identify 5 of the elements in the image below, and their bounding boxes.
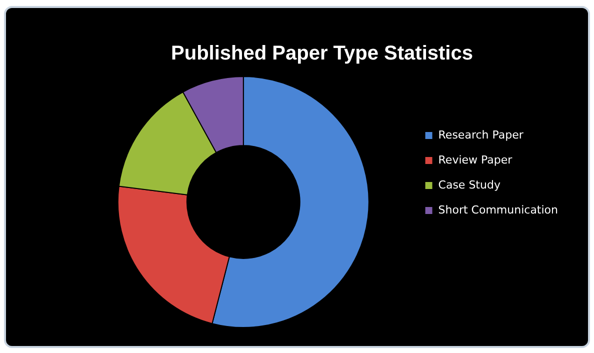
legend-label: Short Communication: [438, 203, 558, 216]
chart-title: Published Paper Type Statistics: [171, 42, 473, 65]
legend-label: Research Paper: [438, 128, 524, 142]
legend-label: Review Paper: [438, 153, 513, 166]
legend-label: Case Study: [438, 178, 501, 192]
